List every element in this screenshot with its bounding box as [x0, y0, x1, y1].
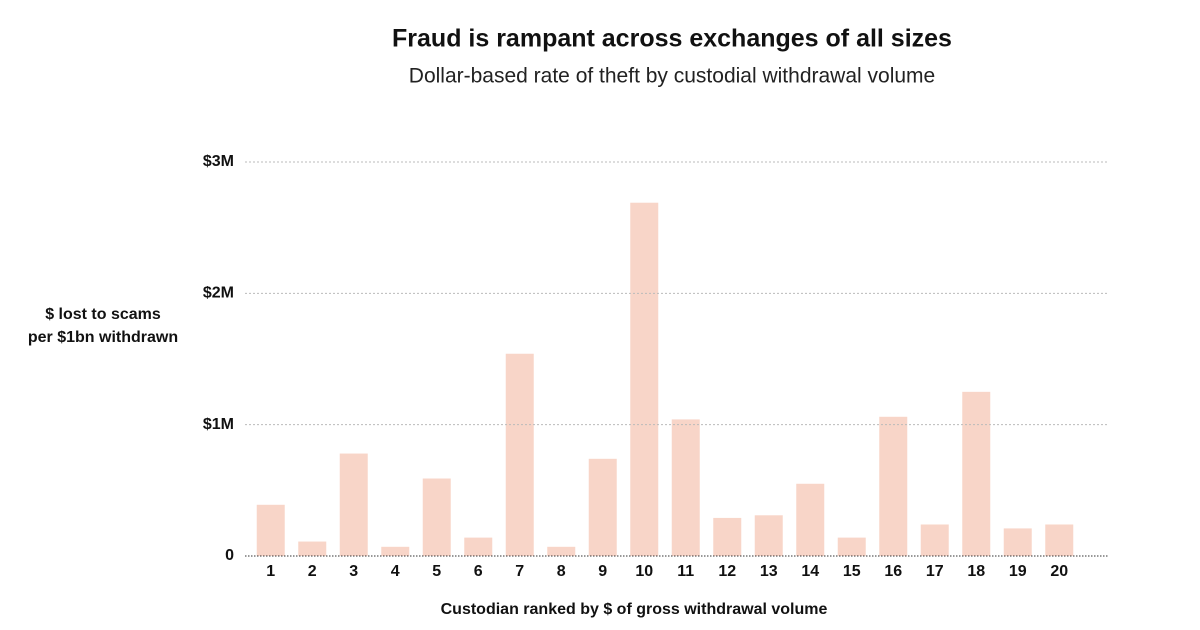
bar — [879, 416, 908, 556]
chart-title: Fraud is rampant across exchanges of all… — [392, 25, 952, 53]
x-tick-label: 9 — [598, 563, 607, 580]
x-tick-label: 8 — [557, 563, 566, 580]
bar — [422, 478, 451, 556]
bar — [339, 453, 368, 556]
bar — [1003, 528, 1032, 556]
x-tick-label: 3 — [349, 563, 358, 580]
y-tick-label: $2M — [203, 285, 234, 302]
x-tick-label: 5 — [432, 563, 441, 580]
y-axis-label: per $1bn withdrawn — [28, 329, 178, 346]
bar — [298, 541, 327, 556]
x-tick-label: 20 — [1050, 563, 1068, 580]
x-tick-label: 7 — [515, 563, 524, 580]
y-tick-label: $3M — [203, 153, 234, 170]
x-tick-label: 6 — [474, 563, 483, 580]
x-tick-label: 12 — [718, 563, 736, 580]
x-tick-label: 11 — [677, 563, 694, 580]
x-tick-label: 10 — [635, 563, 653, 580]
bar — [1045, 524, 1074, 556]
chart-subtitle: Dollar-based rate of theft by custodial … — [409, 65, 935, 88]
x-tick-label: 1 — [266, 563, 275, 580]
y-axis-label: $ lost to scams — [45, 306, 161, 323]
bar — [505, 353, 534, 556]
bar — [630, 202, 659, 557]
bar — [796, 483, 825, 556]
bar — [381, 546, 410, 556]
y-tick-label: $1M — [203, 416, 234, 433]
x-axis-label: Custodian ranked by $ of gross withdrawa… — [441, 601, 828, 618]
bar — [671, 419, 700, 556]
x-tick-label: 17 — [926, 563, 944, 580]
bar — [256, 504, 285, 556]
x-tick-label: 18 — [967, 563, 985, 580]
bar — [962, 391, 991, 556]
x-tick-label: 16 — [884, 563, 902, 580]
x-tick-label: 4 — [391, 563, 400, 580]
bar — [464, 537, 493, 556]
x-tick-label: 19 — [1009, 563, 1027, 580]
bar — [837, 537, 866, 556]
bar — [588, 458, 617, 556]
x-tick-label: 14 — [801, 563, 819, 580]
x-tick-label: 2 — [308, 563, 317, 580]
bar — [547, 546, 576, 556]
bar — [754, 515, 783, 556]
bar — [920, 524, 949, 556]
x-tick-label: 13 — [760, 563, 778, 580]
bar — [713, 517, 742, 556]
x-tick-label: 15 — [843, 563, 861, 580]
y-tick-label: 0 — [225, 547, 234, 564]
